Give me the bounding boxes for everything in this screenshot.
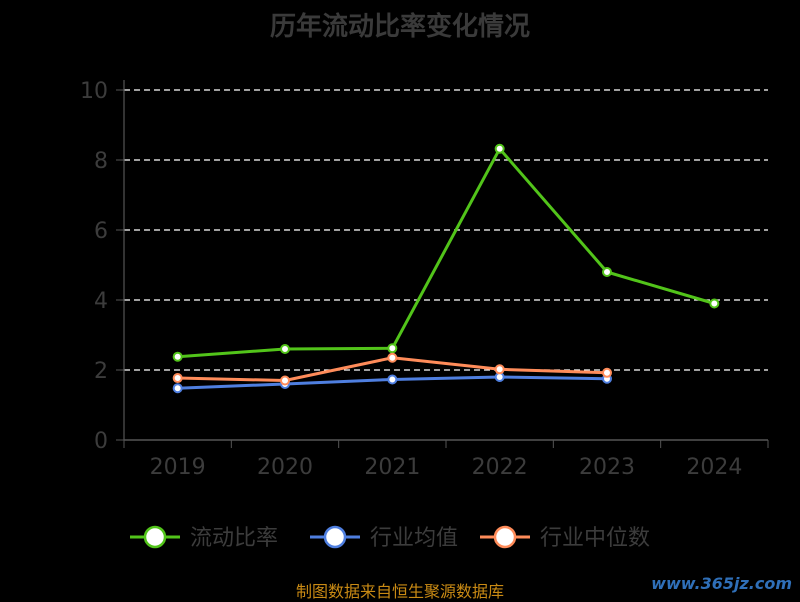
data-point <box>280 344 290 354</box>
y-tick-label: 10 <box>80 79 108 104</box>
data-point <box>387 374 398 385</box>
legend-item: 行业均值 <box>310 525 458 551</box>
data-point <box>602 367 612 378</box>
data-point <box>387 352 398 363</box>
data-point <box>602 267 612 277</box>
data-point <box>172 373 183 384</box>
data-point <box>280 375 290 386</box>
data-point <box>172 351 183 362</box>
watermark: www.365jz.com <box>651 574 792 593</box>
x-tick-label: 2022 <box>472 455 528 480</box>
x-tick-label: 2020 <box>257 455 313 480</box>
legend-marker <box>143 525 167 549</box>
legend-label: 行业中位数 <box>540 526 650 551</box>
legend-marker <box>323 525 347 549</box>
legend-item: 流动比率 <box>130 525 278 551</box>
y-tick-label: 8 <box>94 149 108 174</box>
legend-label: 行业均值 <box>370 526 458 551</box>
series-line-0 <box>177 147 715 359</box>
data-point <box>172 383 183 394</box>
data-point <box>494 364 505 375</box>
y-tick-label: 4 <box>94 289 108 314</box>
x-tick-label: 2024 <box>686 455 742 480</box>
data-point <box>494 143 505 154</box>
y-tick-label: 0 <box>94 429 108 454</box>
legend-item: 行业中位数 <box>480 525 650 551</box>
x-tick-label: 2019 <box>150 455 206 480</box>
chart-title: 历年流动比率变化情况 <box>269 12 530 42</box>
x-tick-label: 2023 <box>579 455 635 480</box>
data-point <box>709 298 720 309</box>
legend-label: 流动比率 <box>190 526 278 551</box>
data-point <box>387 343 398 354</box>
legend-marker <box>493 525 517 549</box>
y-tick-label: 6 <box>94 219 108 244</box>
x-tick-label: 2021 <box>364 455 420 480</box>
y-tick-label: 2 <box>94 359 108 384</box>
source-note: 制图数据来自恒生聚源数据库 <box>295 582 504 601</box>
